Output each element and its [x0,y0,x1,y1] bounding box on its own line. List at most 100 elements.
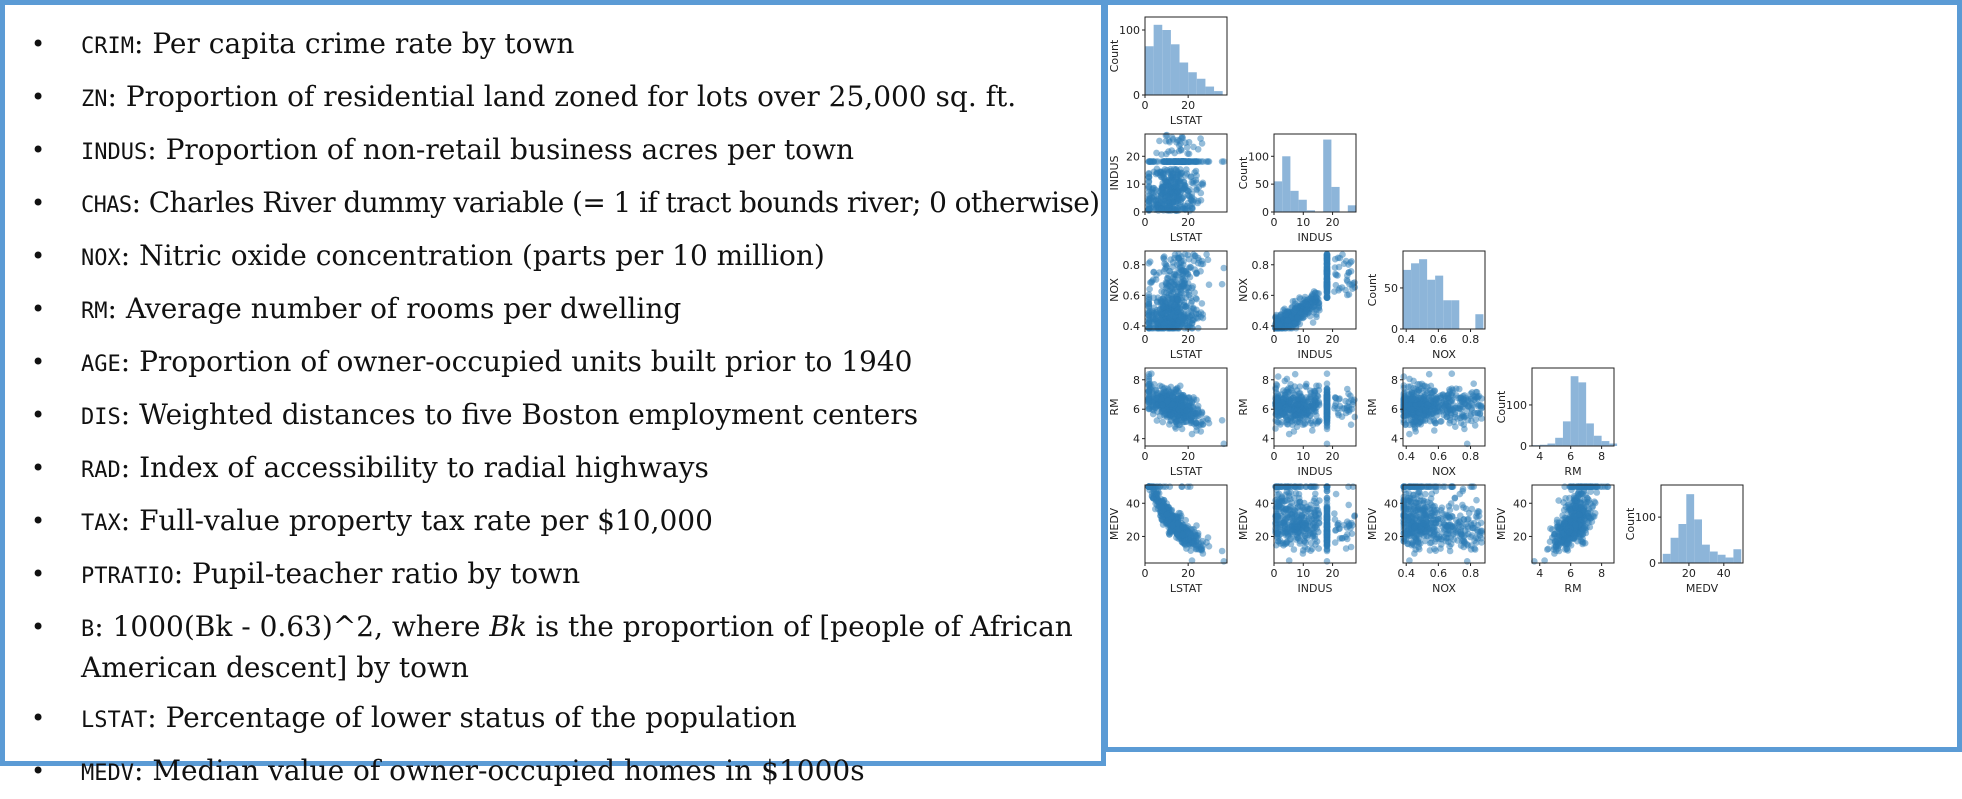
bullet-icon: • [31,178,45,228]
y-axis-label: INDUS [1108,155,1121,190]
variable-list: •CRIM: Per capita crime rate by town •ZN… [31,19,1106,799]
x-tick-label: 20 [1181,216,1195,229]
x-axis-label: RM [1564,465,1581,478]
scatter-point [1179,403,1186,410]
scatter-point [1297,540,1304,547]
scatter-point [1292,371,1299,378]
scatter-point [1193,168,1200,175]
scatter-point [1168,171,1175,178]
scatter-point [1203,158,1210,165]
x-tick-label: 0.6 [1430,333,1448,346]
scatter-point [1406,483,1413,490]
histogram-bar [1171,44,1180,95]
scatter-point [1195,184,1202,191]
y-tick-label: 4 [1262,433,1269,446]
scatter-point [1324,531,1331,538]
y-tick-label: 100 [1248,150,1269,163]
scatter-point [1303,483,1310,490]
scatter-point [1149,314,1156,321]
scatter-point [1273,522,1280,529]
scatter-point [1152,387,1159,394]
scatter-point [1307,387,1314,394]
scatter-point [1324,426,1331,433]
scatter-point [1442,483,1449,490]
scatter-point [1146,381,1153,388]
variable-description: : 1000(Bk - 0.63)^2, where [94,610,489,643]
scatter-point [1351,513,1358,520]
scatter-point [1352,414,1359,421]
x-tick-label: 10 [1296,216,1310,229]
scatter-point [1284,376,1291,383]
y-tick-label: 0.4 [1252,320,1270,333]
x-tick-label: 0.8 [1462,333,1480,346]
scatter-point [1324,483,1331,490]
scatter-points [1146,370,1228,447]
scatter-point [1206,281,1213,288]
variable-code: AGE [81,352,121,377]
scatter-point [1280,520,1287,527]
scatter-point [1406,431,1413,438]
list-item-indus: •INDUS: Proportion of non-retail busines… [31,125,1106,178]
y-axis-label: MEDV [1237,507,1250,540]
scatter-point [1431,503,1438,510]
x-tick-label: 8 [1598,450,1605,463]
scatter-point [1158,504,1165,511]
scatter-point [1401,413,1408,420]
scatter-point [1432,387,1439,394]
scatter-point [1274,516,1281,523]
x-tick-label: 0 [1142,567,1149,580]
histogram-bar [1586,423,1594,446]
y-tick-label: 6 [1133,403,1140,416]
scatter-point [1429,510,1436,517]
y-axis-label: Count [1237,156,1250,189]
scatter-point [1182,251,1189,258]
scatter-point [1159,187,1166,194]
scatter-point [1149,494,1156,501]
scatter-point [1179,394,1186,401]
scatter-point [1195,409,1202,416]
y-tick-label: 8 [1262,374,1269,387]
x-tick-label: 10 [1296,567,1310,580]
scatter-point [1316,520,1323,527]
scatter-point [1310,532,1317,539]
y-tick-label: 4 [1133,433,1140,446]
scatter-point [1594,489,1601,496]
scatter-point [1221,265,1228,272]
x-tick-label: 0 [1142,333,1149,346]
histogram-bar [1282,156,1290,212]
variable-code: CRIM [81,34,134,59]
scatter-point [1350,483,1357,490]
scatter-point [1274,397,1281,404]
y-tick-label: 40 [1384,497,1398,510]
variable-description: : Charles River dummy variable (= 1 if t… [132,186,1100,219]
scatter-point [1443,531,1450,538]
scatter-point [1343,545,1350,552]
variable-code: MEDV [81,761,134,786]
scatter-point [1404,532,1411,539]
scatter-point [1427,547,1434,554]
scatter-point [1285,317,1292,324]
scatter-point [1424,504,1431,511]
y-tick-label: 20 [1126,150,1140,163]
y-tick-label: 0 [1133,89,1140,102]
scatter-point [1272,425,1279,432]
scatter-point [1436,398,1443,405]
scatter-point [1198,261,1205,268]
list-item-age: •AGE: Proportion of owner-occupied units… [31,337,1106,390]
scatter-point [1179,532,1186,539]
scatter-point [1348,268,1355,275]
scatter-point [1153,276,1160,283]
scatter-point [1419,483,1426,490]
x-tick-label: 6 [1567,450,1574,463]
variable-description: : Proportion of owner-occupied units bui… [121,345,913,378]
scatter-point [1312,495,1319,502]
scatter-point [1426,371,1433,378]
scatter-point [1284,389,1291,396]
histogram-bar [1594,436,1602,446]
x-axis-label: NOX [1432,348,1456,361]
scatter-point [1296,491,1303,498]
